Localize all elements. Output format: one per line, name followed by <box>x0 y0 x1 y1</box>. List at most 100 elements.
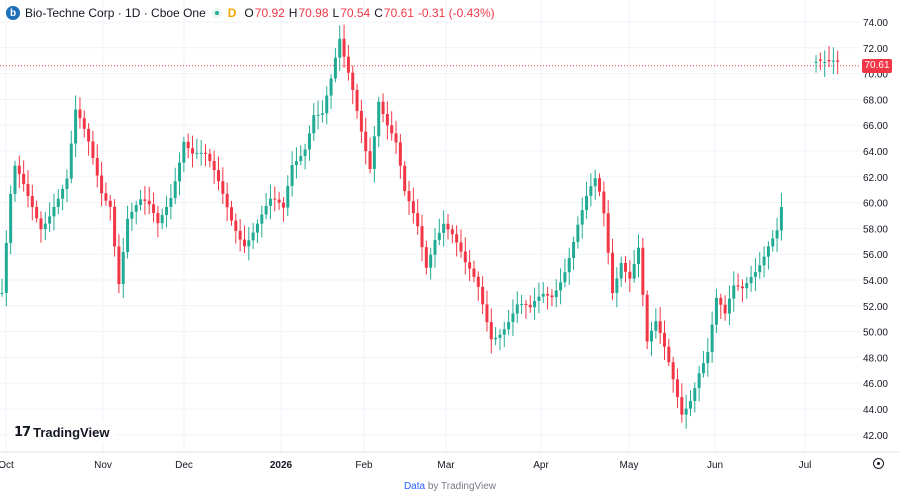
candle <box>745 276 749 299</box>
high-value: 70.98 <box>298 6 329 20</box>
candle-body <box>195 152 199 154</box>
candle-body <box>17 165 21 174</box>
candle-body <box>701 363 705 374</box>
candle-body <box>307 133 311 150</box>
candle <box>333 48 337 83</box>
candle-body <box>589 186 593 196</box>
x-tick-label: Oct <box>0 460 14 471</box>
candle-body <box>736 285 740 287</box>
candle <box>160 208 164 230</box>
candle-body <box>671 362 675 380</box>
candle <box>485 290 489 332</box>
candle-body <box>212 160 216 171</box>
candle <box>121 237 125 299</box>
candle <box>199 140 203 166</box>
candle <box>4 230 8 307</box>
candle <box>346 44 350 81</box>
candle <box>541 282 545 304</box>
candle <box>671 356 675 393</box>
candle-body <box>706 352 710 364</box>
market-status-icon[interactable] <box>211 8 222 18</box>
candle-body <box>4 242 8 293</box>
candle-body <box>472 268 476 277</box>
candle-body <box>667 346 671 363</box>
candle-body <box>766 246 770 257</box>
candle <box>732 271 736 312</box>
data-flag-badge[interactable]: D <box>227 6 237 20</box>
y-tick-label: 46.00 <box>863 379 888 390</box>
candle <box>632 249 636 283</box>
candle <box>498 328 502 351</box>
candle <box>823 50 827 78</box>
candle-body <box>100 175 104 194</box>
candle-body <box>528 304 532 308</box>
candle-body <box>61 189 65 199</box>
candle-body <box>637 247 641 265</box>
symbol-title[interactable]: Bio-Techne Corp · 1D · Cboe One <box>25 6 206 20</box>
candle-body <box>251 232 255 241</box>
candle <box>688 390 692 417</box>
candle <box>814 55 818 73</box>
candle <box>424 240 428 275</box>
candle <box>645 290 649 350</box>
candle <box>307 125 311 161</box>
candle <box>87 123 91 156</box>
candle-body <box>455 234 459 243</box>
candle <box>684 394 688 429</box>
candle <box>208 148 212 168</box>
candle <box>104 182 108 206</box>
candle-body <box>69 143 73 179</box>
candle-body <box>416 213 420 227</box>
settings-gear-icon[interactable] <box>873 458 884 469</box>
candle <box>602 181 606 227</box>
candle <box>195 138 199 160</box>
candle <box>563 258 567 288</box>
candle <box>706 337 710 377</box>
candle <box>779 192 783 241</box>
candle <box>766 241 770 270</box>
candle <box>589 173 593 207</box>
y-tick-label: 50.00 <box>863 328 888 339</box>
candle <box>459 229 463 258</box>
candle <box>52 193 56 231</box>
y-tick-label: 70.00 <box>863 70 888 81</box>
close-value: 70.61 <box>383 6 414 20</box>
candle-body <box>95 158 99 176</box>
candle-body <box>247 240 251 247</box>
candle <box>30 184 34 221</box>
candle <box>48 202 52 233</box>
candle <box>221 167 225 204</box>
candle-body <box>619 262 623 279</box>
candle-body <box>775 230 779 239</box>
candle <box>277 191 281 210</box>
candle-body <box>217 170 220 182</box>
candle-body <box>688 400 692 409</box>
tradingview-logo[interactable]: 17 TradingView <box>8 420 116 444</box>
candle-body <box>303 149 307 157</box>
data-link[interactable]: Data <box>403 481 426 492</box>
candle <box>537 282 541 314</box>
y-tick-label: 66.00 <box>863 121 888 132</box>
candle-body <box>693 388 697 401</box>
candle-body <box>779 207 783 231</box>
candle-body <box>411 201 415 214</box>
candle-body <box>359 110 363 132</box>
candle-body <box>368 151 372 169</box>
candle <box>533 287 537 320</box>
candle <box>775 217 779 253</box>
candle <box>437 218 441 246</box>
candle <box>100 161 104 207</box>
candle-body <box>602 191 606 214</box>
candle-body <box>593 178 597 187</box>
candle-body <box>654 321 658 331</box>
chart-legend: b Bio-Techne Corp · 1D · Cboe One D O 70.… <box>6 4 499 22</box>
candle <box>212 150 216 185</box>
candle-body <box>814 61 818 63</box>
candle <box>468 250 472 282</box>
candle-body <box>385 113 389 126</box>
candle-body <box>524 304 528 306</box>
candle <box>416 199 420 235</box>
candle <box>385 101 389 140</box>
candle-body <box>78 109 82 119</box>
